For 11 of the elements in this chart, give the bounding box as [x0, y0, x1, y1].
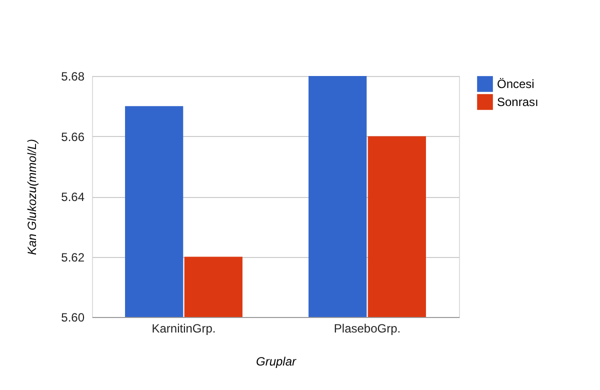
y-tick-label: 5.64 [61, 190, 85, 204]
x-tick-label: KarnitinGrp. [152, 322, 216, 336]
y-tick-label: 5.66 [61, 130, 85, 144]
y-tick-label: 5.68 [61, 70, 85, 84]
x-tick-label: PlaseboGrp. [334, 322, 401, 336]
legend-label: Sonrası [497, 95, 538, 109]
y-tick-label: 5.62 [61, 250, 85, 264]
legend-label: Öncesi [497, 77, 534, 91]
y-tick-label: 5.60 [61, 310, 85, 324]
y-axis-title: Kan Glukozu(mmol/L) [25, 138, 40, 256]
x-axis-title: Gruplar [256, 354, 298, 368]
